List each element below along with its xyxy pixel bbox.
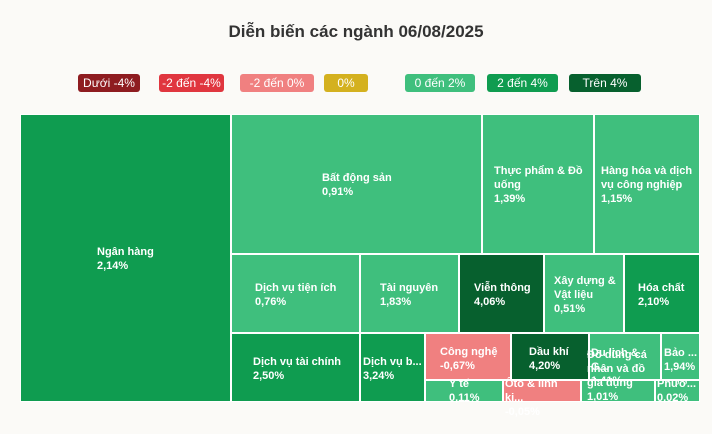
legend-item: Dưới -4% (78, 74, 140, 92)
sector-name: Ngân hàng (97, 246, 154, 258)
sector-cell[interactable] (511, 333, 589, 380)
sector-name: Dầu khí (529, 346, 569, 358)
legend-item: -2 đến 0% (240, 74, 314, 92)
sector-cell[interactable] (503, 380, 581, 402)
sector-change: 0,11% (449, 392, 480, 404)
sector-change: 1,83% (380, 296, 412, 308)
sector-label: Đồ dùng cá nhân và đồ gia dụng 1,01% (587, 348, 655, 404)
legend-item: -2 đến -4% (159, 74, 224, 92)
sector-change: 4,20% (529, 360, 561, 372)
sector-label: Bất động sản 0,91% (322, 171, 432, 199)
legend: Dưới -4% -2 đến -4% -2 đến 0% 0% 0 đến 2% 2 đ… (0, 74, 712, 92)
sector-name: Viễn thông (474, 282, 531, 294)
sector-change: 0,91% (322, 186, 354, 198)
sector-name: Ôtô & linh ki... (505, 378, 558, 404)
sector-name: Đồ dùng cá nhân và đồ gia dụng (587, 349, 647, 389)
sector-name: Hóa chất (638, 282, 685, 294)
sector-name: Thực phẩm & Đồ uống (494, 165, 583, 191)
sector-cell[interactable] (581, 380, 655, 402)
sector-label: Viễn thông 4,06% (474, 281, 542, 309)
legend-item: 0 đến 2% (405, 74, 475, 92)
sector-change: 1,01% (587, 391, 619, 403)
sector-label: Y tế 0,11% (449, 377, 499, 405)
sector-cell[interactable] (594, 114, 700, 254)
sector-change: 0,02% (657, 392, 689, 404)
sector-cell[interactable] (459, 254, 544, 333)
sector-cell[interactable] (624, 254, 700, 333)
sector-cell[interactable] (425, 380, 503, 402)
sector-change: 1,39% (494, 193, 526, 205)
sector-name: Xây dựng & Vật liệu (554, 275, 616, 301)
legend-item: Trên 4% (569, 74, 641, 92)
sector-cell[interactable] (661, 333, 700, 380)
sector-name: Bảo ... (664, 347, 698, 359)
sector-name: Dịch vụ b... (363, 356, 422, 368)
sector-label: Phươ... 0,02% (657, 377, 699, 405)
sector-label: Hàng hóa và dịch vụ công nghiệp 1,15% (601, 164, 697, 206)
legend-item: 2 đến 4% (487, 74, 558, 92)
sector-label: Dịch vụ tiện ích 0,76% (255, 281, 353, 309)
sector-label: Bảo ... 1,94% (664, 346, 700, 374)
sector-name: Y tế (449, 378, 469, 390)
sector-cell[interactable] (589, 333, 661, 380)
sector-label: Công nghệ -0,67% (440, 345, 510, 373)
sector-change: 1,94% (664, 361, 696, 373)
sector-label: Tài nguyên 1,83% (380, 281, 458, 309)
sector-cell[interactable] (544, 254, 624, 333)
sector-change: 1,15% (601, 193, 633, 205)
sector-cell[interactable] (360, 333, 425, 402)
sector-change: -0,05% (505, 406, 540, 418)
sector-name: Phươ... (657, 378, 697, 390)
sector-label: Thực phẩm & Đồ uống 1,39% (494, 164, 590, 206)
sector-name: Dịch vụ tài chính (253, 356, 342, 368)
sector-name: Du lịch & G... (591, 347, 639, 373)
sector-label: Xây dựng & Vật liệu 0,51% (554, 274, 622, 316)
sector-change: -0,67% (440, 360, 475, 372)
sector-name: Hàng hóa và dịch vụ công nghiệp (601, 165, 693, 191)
sector-change: 0,51% (554, 303, 586, 315)
sector-change: 0,76% (255, 296, 287, 308)
sector-cell[interactable] (231, 333, 360, 402)
sector-label: Ôtô & linh ki... -0,05% (505, 377, 577, 419)
sector-change: 4,06% (474, 296, 506, 308)
chart-title: Diễn biến các ngành 06/08/2025 (228, 22, 484, 41)
sector-cell[interactable] (231, 114, 482, 254)
sector-cell[interactable] (20, 114, 231, 402)
sector-label: Dịch vụ tài chính 2,50% (253, 355, 357, 383)
sector-label: Dịch vụ b... 3,24% (363, 355, 425, 383)
legend-item: 0% (324, 74, 368, 92)
sector-change: 2,10% (638, 296, 670, 308)
sector-change: 2,14% (97, 260, 129, 272)
sector-name: Bất động sản (322, 172, 392, 184)
sector-cell[interactable] (655, 380, 700, 402)
sector-label: Dầu khí 4,20% (529, 345, 585, 373)
sector-label: Hóa chất 2,10% (638, 281, 698, 309)
sector-change: 3,24% (363, 370, 395, 382)
sector-cell[interactable] (360, 254, 459, 333)
sector-label: Ngân hàng 2,14% (97, 245, 207, 273)
sector-cell[interactable] (425, 333, 511, 380)
sector-name: Tài nguyên (380, 282, 439, 294)
sector-name: Dịch vụ tiện ích (255, 282, 337, 294)
sector-change: 2,50% (253, 370, 285, 382)
sector-name: Công nghệ (440, 346, 498, 358)
sector-cell[interactable] (482, 114, 594, 254)
sector-cell[interactable] (231, 254, 360, 333)
